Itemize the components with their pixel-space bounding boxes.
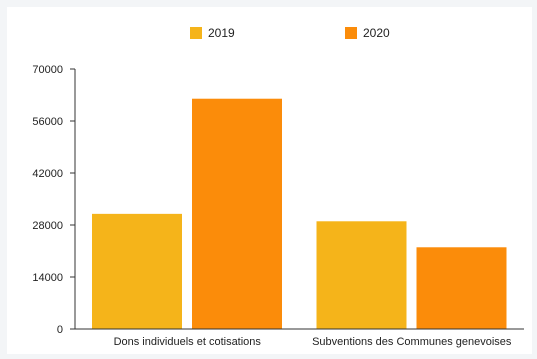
legend-swatch-2019 [190, 27, 202, 39]
y-tick-label: 0 [57, 324, 63, 336]
y-tick-label: 14000 [32, 272, 63, 284]
y-tick-label: 70000 [32, 64, 63, 76]
legend: 2019 2020 [190, 26, 390, 40]
x-category-label: Subventions des Communes genevoises [312, 336, 512, 348]
legend-label-2019: 2019 [208, 26, 235, 40]
bar-2019-2 [316, 221, 407, 329]
y-tick-label: 42000 [32, 168, 63, 180]
bar-2019-1 [92, 213, 182, 329]
x-category-label: Dons individuels et cotisations [114, 336, 262, 348]
legend-swatch-2020 [345, 27, 357, 39]
bar-2020-1 [192, 98, 282, 329]
bar-chart: 2019 2020 0 14000 28000 42000 56000 70000 Dons… [32, 26, 524, 348]
legend-label-2020: 2020 [363, 26, 390, 40]
chart-container: 2019 2020 0 14000 28000 42000 56000 70000 Dons… [7, 7, 532, 354]
bars [92, 98, 507, 329]
bar-2020-2 [416, 247, 507, 329]
y-axis: 0 14000 28000 42000 56000 70000 [32, 64, 76, 336]
y-tick-label: 28000 [32, 220, 63, 232]
y-tick-label: 56000 [32, 116, 63, 128]
x-axis: Dons individuels et cotisations Subventio… [75, 328, 524, 348]
